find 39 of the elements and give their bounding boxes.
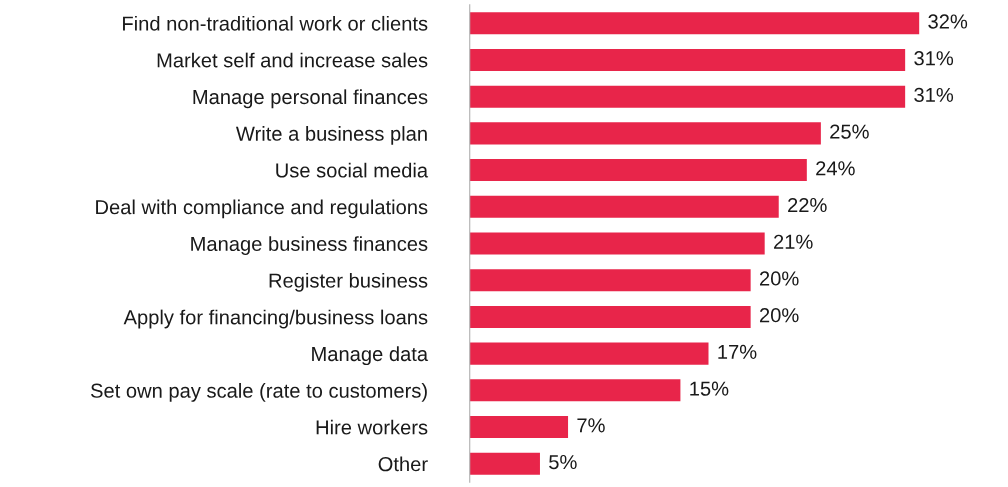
data-label: 17% bbox=[718, 344, 757, 359]
y-tick-label: Find non-traditional work or clients bbox=[123, 15, 428, 31]
data-label: 7% bbox=[577, 418, 605, 433]
data-label: 32% bbox=[928, 14, 968, 29]
data-label: 21% bbox=[774, 234, 813, 249]
bar bbox=[469, 12, 920, 35]
y-tick-label: Manage data bbox=[312, 346, 429, 366]
data-label: 20% bbox=[759, 308, 799, 323]
y-tick-label: Manage personal finances bbox=[193, 89, 428, 109]
bar bbox=[469, 159, 807, 182]
y-tick-label: Hire workers bbox=[316, 419, 428, 435]
data-label: 24% bbox=[816, 161, 855, 176]
bar bbox=[469, 305, 751, 328]
bar bbox=[469, 269, 751, 292]
y-tick-label: Manage business finances bbox=[191, 236, 428, 255]
bar bbox=[469, 122, 821, 145]
data-label: 15% bbox=[690, 381, 729, 396]
bar bbox=[469, 85, 906, 108]
data-label: 31% bbox=[914, 51, 954, 66]
y-tick-label: Use social media bbox=[276, 162, 429, 178]
y-tick-label: Other bbox=[378, 456, 428, 472]
y-tick-label: Deal with compliance and regulations bbox=[96, 199, 428, 219]
bar bbox=[469, 379, 681, 402]
bar bbox=[469, 232, 765, 255]
bar bbox=[469, 48, 906, 71]
data-label: 22% bbox=[788, 197, 827, 213]
y-tick-label: Register business bbox=[269, 272, 428, 292]
bar bbox=[469, 452, 540, 475]
bar bbox=[469, 416, 569, 439]
y-tick-label: Set own pay scale (rate to customers) bbox=[90, 383, 427, 402]
y-tick-label: Apply for financing/business loans bbox=[123, 309, 428, 329]
bar bbox=[469, 342, 709, 365]
data-label: 20% bbox=[759, 271, 799, 286]
bar bbox=[469, 195, 779, 218]
y-tick-label: Write a business plan bbox=[235, 126, 427, 145]
y-tick-label: Market self and increase sales bbox=[157, 52, 428, 68]
data-label: 25% bbox=[830, 124, 869, 139]
data-label: 5% bbox=[549, 455, 577, 470]
data-label: 31% bbox=[914, 87, 954, 103]
